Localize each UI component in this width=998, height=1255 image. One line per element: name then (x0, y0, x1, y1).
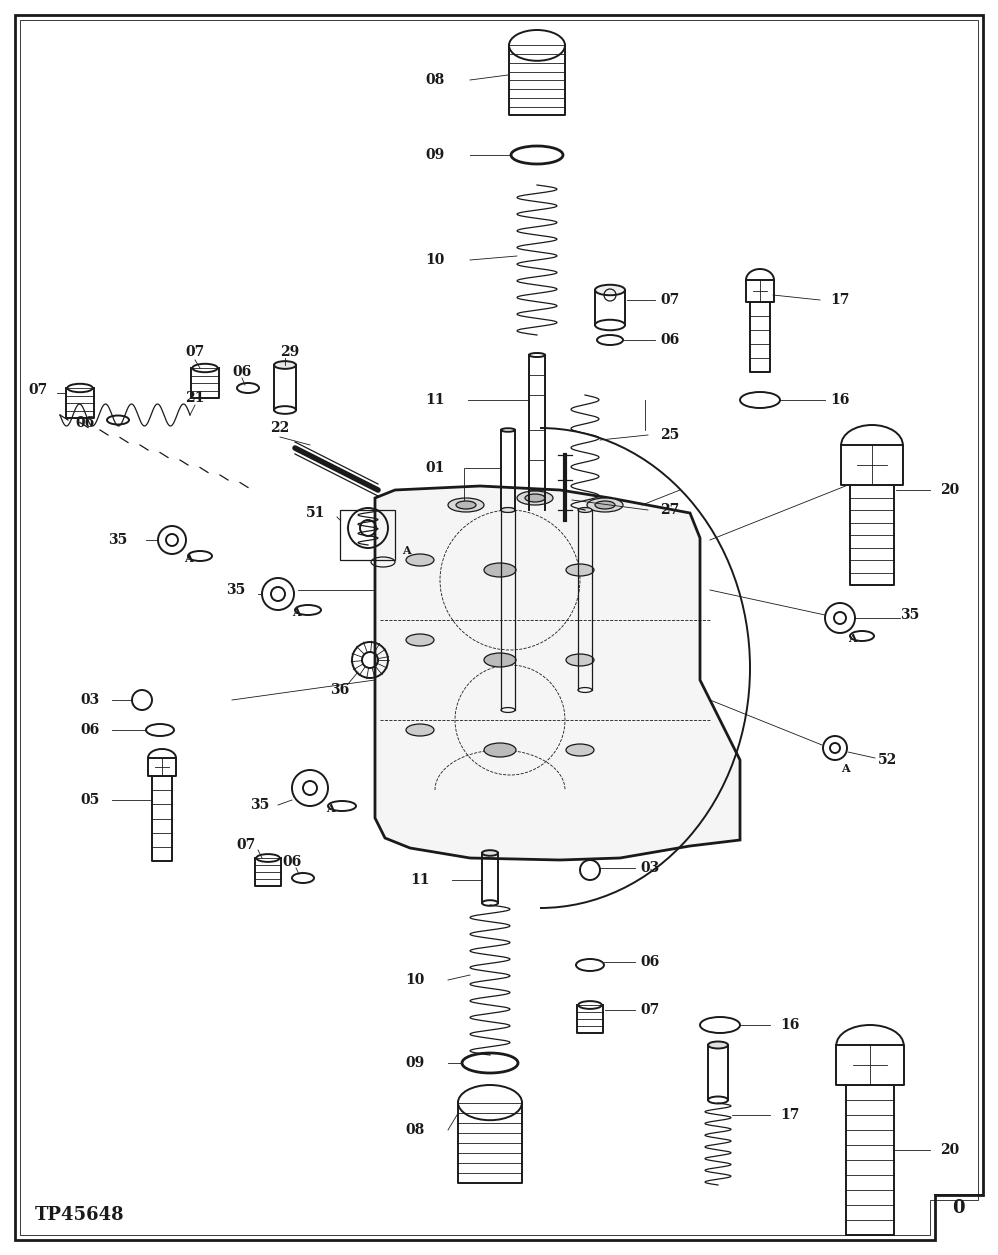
Text: 06: 06 (76, 415, 95, 430)
Text: 09: 09 (425, 148, 445, 162)
Text: 06: 06 (641, 955, 660, 969)
Text: 35: 35 (109, 533, 128, 547)
Ellipse shape (406, 724, 434, 735)
Text: 35: 35 (250, 798, 269, 812)
Text: 07: 07 (661, 292, 680, 307)
Text: A: A (291, 606, 300, 617)
Text: 16: 16 (830, 393, 849, 407)
Ellipse shape (448, 498, 484, 512)
Text: 20: 20 (940, 1143, 960, 1157)
Text: A: A (847, 633, 856, 644)
Bar (340, 510, 395, 560)
Text: 09: 09 (405, 1055, 424, 1071)
Text: 03: 03 (81, 693, 100, 707)
Ellipse shape (566, 654, 594, 666)
Ellipse shape (482, 850, 498, 856)
Text: 20: 20 (940, 483, 960, 497)
Text: 03: 03 (641, 861, 660, 875)
Text: 08: 08 (405, 1123, 424, 1137)
Ellipse shape (484, 743, 516, 757)
Text: 16: 16 (780, 1018, 799, 1032)
Text: 05: 05 (81, 793, 100, 807)
Text: 01: 01 (425, 461, 445, 474)
Ellipse shape (595, 501, 615, 510)
Ellipse shape (566, 744, 594, 756)
Ellipse shape (406, 634, 434, 646)
Text: 35: 35 (900, 607, 919, 622)
Text: 27: 27 (661, 503, 680, 517)
Text: 07: 07 (641, 1003, 660, 1017)
Ellipse shape (274, 361, 296, 369)
Text: TP45648: TP45648 (35, 1206, 125, 1224)
Ellipse shape (578, 507, 592, 512)
Text: 17: 17 (830, 292, 849, 307)
Text: 07: 07 (237, 838, 255, 852)
Text: 06: 06 (282, 855, 301, 868)
Ellipse shape (595, 285, 625, 295)
Text: 21: 21 (186, 392, 205, 405)
Text: 35: 35 (227, 584, 246, 597)
Text: 25: 25 (661, 428, 680, 442)
Text: 22: 22 (270, 420, 289, 435)
Ellipse shape (517, 491, 553, 505)
Text: 10: 10 (425, 254, 445, 267)
Text: 07: 07 (28, 383, 48, 397)
Ellipse shape (566, 563, 594, 576)
Text: 06: 06 (81, 723, 100, 737)
Ellipse shape (501, 507, 515, 512)
Ellipse shape (484, 563, 516, 577)
Ellipse shape (708, 1042, 728, 1048)
Ellipse shape (484, 653, 516, 666)
Text: 17: 17 (780, 1108, 799, 1122)
Text: 08: 08 (425, 73, 445, 87)
Text: 51: 51 (306, 506, 325, 520)
Polygon shape (375, 486, 740, 860)
Text: 11: 11 (425, 393, 445, 407)
Ellipse shape (456, 501, 476, 510)
Text: 06: 06 (661, 333, 680, 346)
Ellipse shape (587, 498, 623, 512)
Text: 52: 52 (878, 753, 897, 767)
Text: 11: 11 (410, 873, 430, 887)
Ellipse shape (525, 494, 545, 502)
Text: A: A (325, 802, 334, 813)
Text: 10: 10 (405, 973, 425, 986)
Text: 07: 07 (186, 345, 205, 359)
Ellipse shape (406, 553, 434, 566)
Text: A: A (401, 545, 410, 556)
Text: A: A (840, 763, 849, 773)
Text: 29: 29 (280, 345, 299, 359)
Text: 36: 36 (330, 683, 349, 697)
Text: 06: 06 (233, 365, 251, 379)
Text: 0: 0 (952, 1199, 964, 1217)
Text: A: A (184, 552, 193, 563)
